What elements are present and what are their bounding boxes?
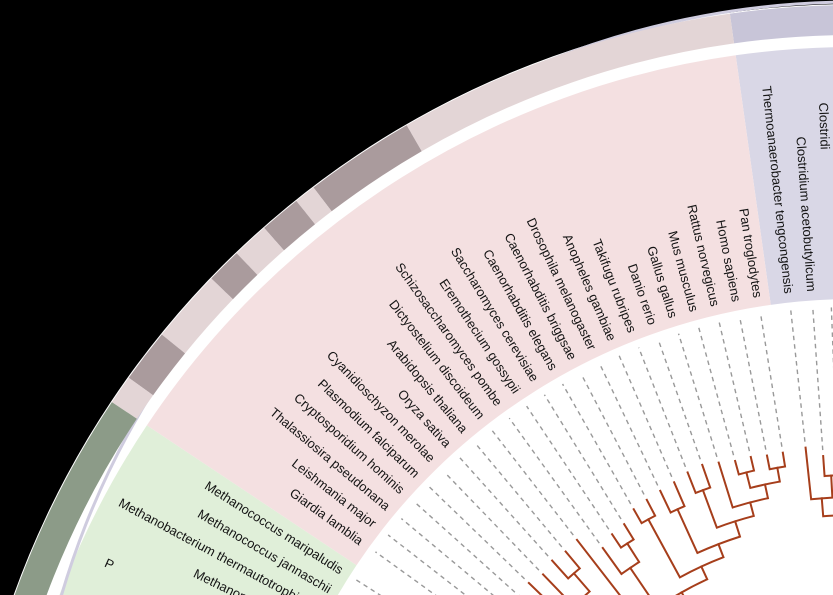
archaea-domain-wedge[interactable]: [59, 425, 358, 595]
outer-ring-segment-4: [264, 200, 316, 251]
outer-ring-segment-5: [236, 227, 284, 275]
leaf-connector-line: [759, 314, 783, 447]
tree-branch: [519, 581, 543, 595]
leaf-connector-line: [387, 534, 467, 595]
outer-ring-segment-6: [211, 253, 258, 300]
tree-branch: [820, 497, 833, 518]
leaf-connector-line: [739, 318, 767, 450]
leaf-connector-line: [580, 373, 645, 495]
eukaryota-domain-wedge[interactable]: [146, 55, 773, 567]
leaf-connector-line: [526, 405, 610, 530]
leaf-connector-line: [508, 417, 600, 544]
tree-branch: [541, 571, 592, 595]
bacteria-domain-wedge[interactable]: [735, 47, 833, 306]
outer-ring-segment-0: [729, 5, 833, 44]
leaf-connector-line: [543, 394, 622, 520]
outer-ring-segment-10: [14, 402, 137, 595]
outer-ring-segment-9: [111, 377, 154, 419]
species-label[interactable]: Clostridi: [816, 102, 833, 150]
leaf-connector-line: [444, 471, 540, 571]
outer-ring-segment-1: [406, 13, 735, 152]
tree-branch: [575, 538, 685, 595]
leaf-connector-line: [599, 364, 659, 486]
leaf-connector-line: [400, 518, 494, 595]
leaf-connector-line: [812, 308, 824, 451]
outer-ring-segment-8: [128, 334, 186, 396]
outer-ring-segment-2: [313, 125, 422, 212]
leaf-connector-line: [638, 347, 687, 468]
leaf-connector-line: [657, 340, 701, 460]
leaf-connector-line: [414, 502, 516, 593]
leaf-connector-line: [561, 383, 632, 505]
outer-ring-segment-7: [161, 278, 233, 354]
outer-ring-segment-3: [296, 187, 332, 225]
leaf-connector-line: [475, 443, 563, 548]
